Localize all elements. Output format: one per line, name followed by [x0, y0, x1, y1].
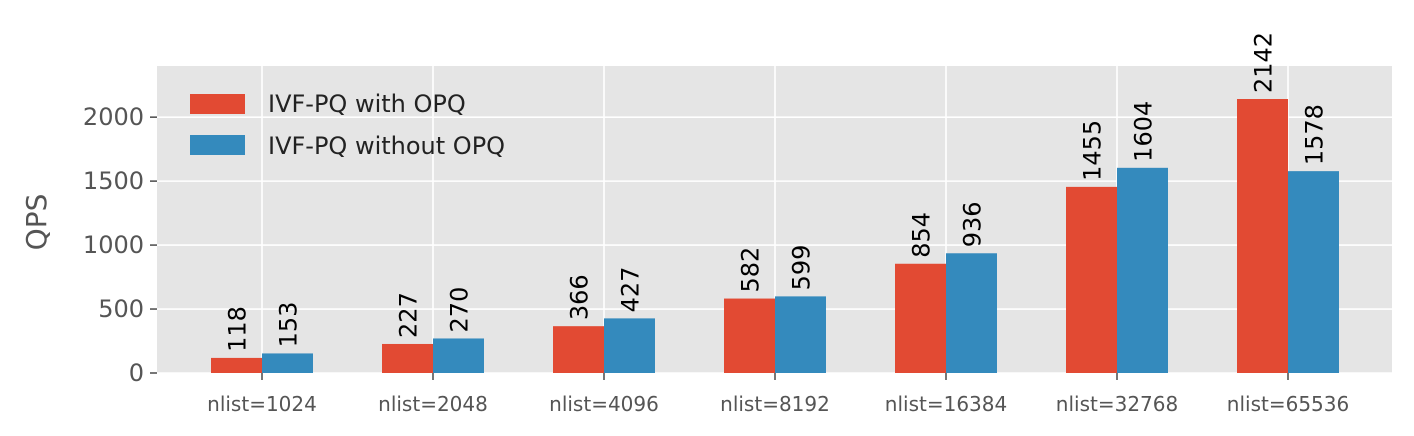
- bar-value-label: 582: [737, 247, 765, 293]
- bar: [895, 263, 946, 373]
- legend-label-without-opq: IVF-PQ without OPQ: [268, 132, 505, 160]
- bar-value-label: 366: [566, 274, 594, 320]
- bar-value-label: 1604: [1130, 101, 1158, 162]
- bar: [262, 353, 313, 373]
- x-axis: nlist=1024 nlist=2048 nlist=4096 nlist=8192…: [207, 373, 1349, 416]
- data-labels: 118 227 366 582 854 1455 2142 153 270 427 599 936 16…: [224, 32, 1329, 352]
- y-tick-label: 500: [98, 295, 144, 323]
- bar: [1288, 171, 1339, 373]
- x-tick-label: nlist=4096: [549, 392, 659, 416]
- bar-value-label: 153: [275, 302, 303, 348]
- bar: [1066, 186, 1117, 373]
- x-tick-label: nlist=16384: [885, 392, 1007, 416]
- x-tick-label: nlist=65536: [1227, 392, 1349, 416]
- y-tick-label: 0: [129, 359, 144, 387]
- bar-value-label: 854: [908, 212, 936, 258]
- x-tick-label: nlist=2048: [378, 392, 488, 416]
- bar-value-label: 936: [959, 201, 987, 247]
- x-tick-label: nlist=8192: [720, 392, 830, 416]
- x-tick-label: nlist=32768: [1056, 392, 1178, 416]
- bar: [382, 343, 433, 373]
- bar-value-label: 270: [446, 287, 474, 333]
- bar-value-label: 427: [617, 267, 645, 313]
- bar: [211, 357, 262, 373]
- bar: [946, 253, 997, 373]
- y-axis-title: QPS: [20, 194, 53, 251]
- legend: IVF-PQ with OPQ IVF-PQ without OPQ: [190, 90, 505, 160]
- legend-swatch-without-opq: [190, 135, 245, 155]
- bar: [604, 318, 655, 373]
- bar: [1117, 167, 1168, 373]
- legend-label-with-opq: IVF-PQ with OPQ: [268, 90, 466, 118]
- bars: [211, 99, 1339, 373]
- y-axis: 0 500 1000 1500 2000: [83, 103, 157, 387]
- x-tick-label: nlist=1024: [207, 392, 317, 416]
- bar-value-label: 599: [788, 245, 816, 291]
- bar-value-label: 227: [395, 292, 423, 338]
- bar: [724, 298, 775, 373]
- y-tick-label: 2000: [83, 103, 144, 131]
- bar-value-label: 2142: [1250, 32, 1278, 93]
- bar: [433, 338, 484, 373]
- bar: [775, 296, 826, 373]
- bar: [1237, 99, 1288, 373]
- bar-value-label: 118: [224, 306, 252, 352]
- bar: [553, 326, 604, 373]
- y-tick-label: 1500: [83, 167, 144, 195]
- y-tick-label: 1000: [83, 231, 144, 259]
- bar-value-label: 1455: [1079, 120, 1107, 181]
- legend-swatch-with-opq: [190, 94, 245, 114]
- bar-value-label: 1578: [1301, 104, 1329, 165]
